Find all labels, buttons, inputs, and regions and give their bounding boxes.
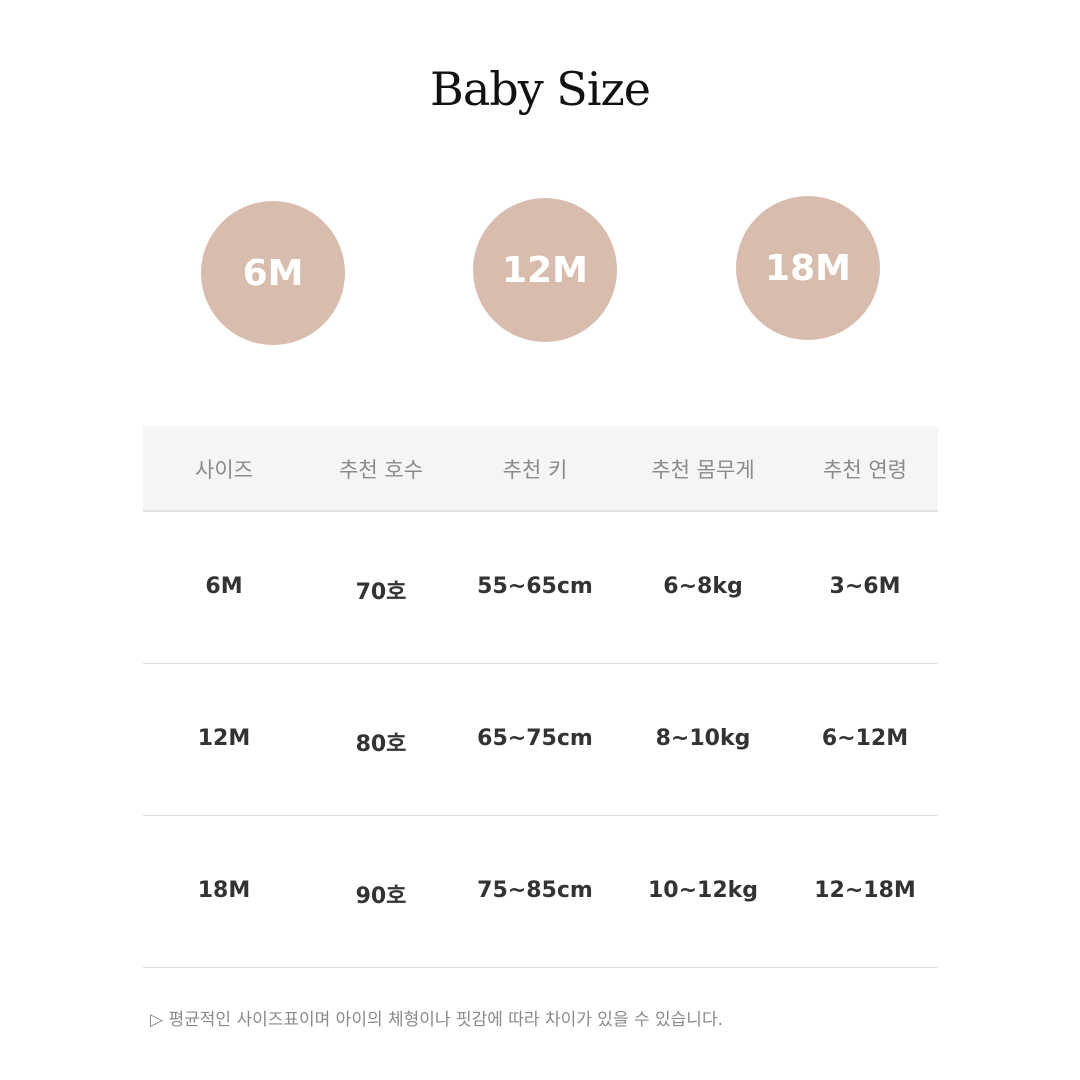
- table-cell: 12~18M: [814, 878, 916, 903]
- table-cell: 80호: [355, 732, 407, 757]
- table-cell: 12M: [197, 726, 251, 751]
- header-cell: 사이즈: [195, 458, 253, 482]
- header-cell: 추천 연령: [823, 458, 907, 482]
- size-badge-6m: 6M: [201, 201, 345, 345]
- table-cell: 6~12M: [821, 726, 909, 751]
- table-cell: 65~75cm: [477, 726, 593, 751]
- size-badge-12m: 12M: [473, 198, 617, 342]
- table-cell: 75~85cm: [477, 878, 593, 903]
- header-cell: 추천 호수: [339, 458, 423, 482]
- table-cell: 6M: [205, 574, 243, 599]
- table-header: 사이즈 추천 호수 추천 키 추천 몸무게 추천 연령: [143, 426, 938, 512]
- table-cell: 3~6M: [829, 574, 901, 599]
- table-cell: 90호: [355, 884, 407, 909]
- header-cell: 추천 몸무게: [651, 458, 755, 482]
- table-row: 18M 90호 75~85cm 10~12kg 12~18M: [143, 816, 938, 968]
- size-note: ▷ 평균적인 사이즈표이며 아이의 체형이나 핏감에 따라 차이가 있을 수 있…: [150, 1010, 723, 1030]
- size-table: 사이즈 추천 호수 추천 키 추천 몸무게 추천 연령 6M 70호 55~65…: [143, 426, 938, 968]
- table-row: 6M 70호 55~65cm 6~8kg 3~6M: [143, 512, 938, 664]
- table-cell: 6~8kg: [663, 574, 743, 599]
- page-title: Baby Size: [430, 62, 651, 116]
- header-cell: 추천 키: [502, 458, 568, 482]
- table-cell: 8~10kg: [655, 726, 751, 751]
- size-badge-18m: 18M: [736, 196, 880, 340]
- table-cell: 10~12kg: [647, 878, 759, 903]
- table-row: 12M 80호 65~75cm 8~10kg 6~12M: [143, 664, 938, 816]
- table-cell: 18M: [197, 878, 251, 903]
- table-cell: 70호: [355, 580, 407, 605]
- table-cell: 55~65cm: [477, 574, 593, 599]
